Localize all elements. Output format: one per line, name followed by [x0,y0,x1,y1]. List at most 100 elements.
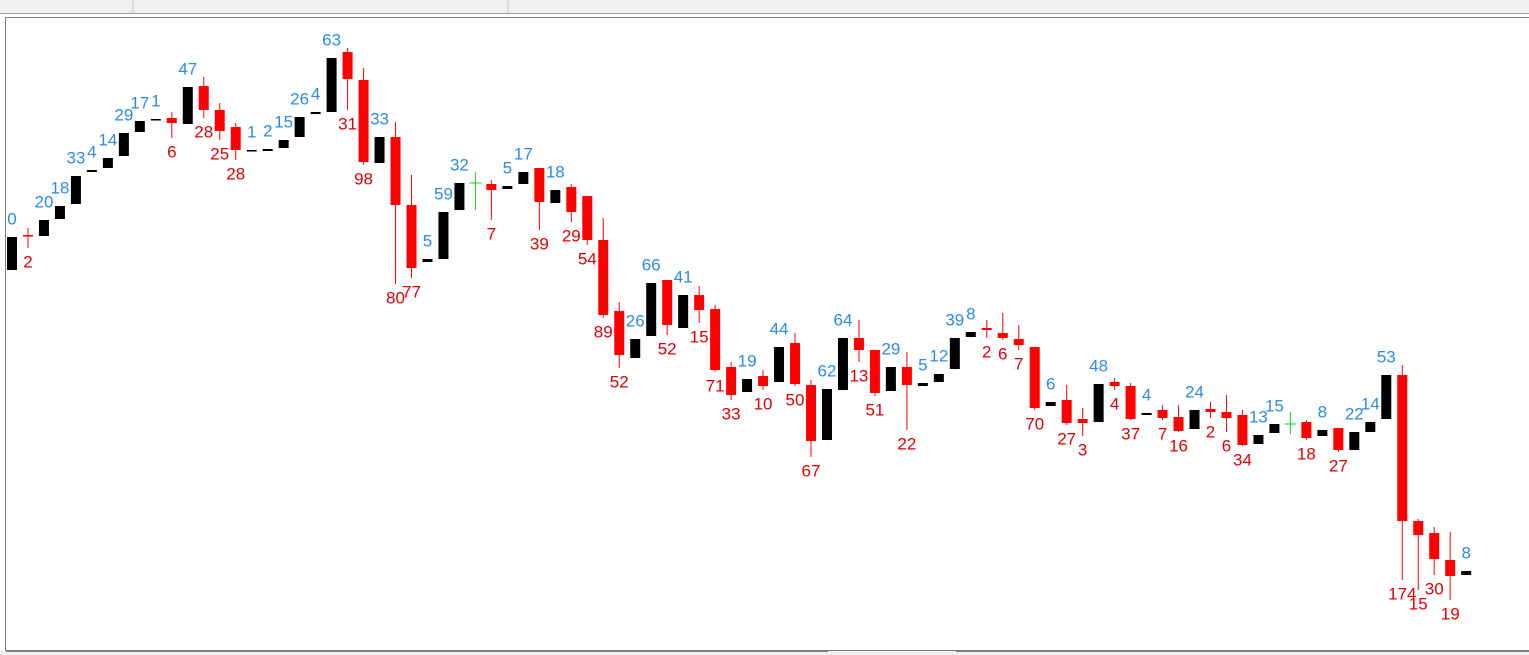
candle-label: 18 [50,178,69,197]
candle-label: 4 [1142,385,1151,404]
candle-label: 51 [865,400,884,419]
candle-label: 18 [1297,444,1316,463]
candle-body [454,183,465,210]
candle-label: 15 [690,327,709,346]
candle-body [294,117,305,137]
candle-label: 0 [7,209,16,228]
candle-body [1413,521,1424,535]
candle-label: 52 [610,372,629,391]
candle-body [246,150,257,152]
candle-body [598,240,609,315]
candle-body [502,186,513,189]
candle-label: 59 [434,184,453,203]
candle-body [758,376,769,386]
candle-label: 8 [966,304,975,323]
candle-label: 4 [1110,394,1119,413]
candle-body [949,338,960,369]
candle-body [1381,375,1392,419]
toolbar [0,0,1529,14]
candle-body [1317,430,1328,436]
candle-body [102,158,113,168]
candle-body [646,283,657,336]
candle-label: 29 [562,226,581,245]
candle-label: 33 [722,404,741,423]
candle-label: 71 [706,376,725,395]
candle-label: 1 [151,91,160,110]
candle-body [262,149,273,151]
candle-label: 4 [311,84,320,103]
candle-body [1109,382,1120,386]
candle-label: 44 [770,319,789,338]
candle-body [1173,417,1184,431]
candle-label: 80 [386,288,405,307]
candle-body [550,190,561,203]
candle-label: 64 [833,310,852,329]
candle-label: 32 [450,155,469,174]
candle-body [885,367,896,391]
candle-label: 13 [849,366,868,385]
candle-body [278,140,289,148]
candle-body [7,237,17,270]
candle-body [86,170,97,172]
candle-label: 22 [897,434,916,453]
candle-label: 2 [23,252,32,271]
candle-label: 37 [1121,424,1140,443]
candle-label: 39 [945,310,964,329]
candle-label: 30 [1425,579,1444,598]
candle-body [406,205,417,268]
candle-body [198,86,209,110]
candle-body [790,343,801,384]
candle-label: 15 [274,112,293,131]
plot-frame [5,17,1529,651]
candle-label: 22 [1345,404,1364,423]
candle-label: 10 [754,394,773,413]
candle-body [1269,424,1280,433]
candle-label: 54 [578,249,597,268]
candle-body [933,374,944,382]
candle-label: 62 [818,361,837,380]
candle-body [182,87,193,124]
candle-body [518,172,529,184]
candle-label: 48 [1089,356,1108,375]
candle-label: 41 [674,267,693,286]
candle-label: 28 [194,122,213,141]
candle-label: 50 [786,390,805,409]
candle-body [1253,435,1264,444]
bottom-bar [0,651,1529,655]
candle-label: 47 [178,59,197,78]
candle-body [821,389,832,440]
candle-label: 26 [290,89,309,108]
candle-body [150,119,161,121]
candle-label: 6 [167,142,176,161]
candle-body [1237,415,1248,445]
candle-label: 8 [1318,402,1327,421]
candle-body [1397,375,1408,521]
candle-body [422,259,433,262]
candle-label: 5 [918,355,927,374]
candle-body [1061,400,1072,423]
candle-label: 27 [1057,429,1076,448]
candle-body [837,338,848,390]
candle-body [38,220,49,236]
candle-label: 67 [802,461,821,480]
candle-body [70,176,81,204]
candle-label: 52 [658,339,677,358]
candle-label: 24 [1185,382,1204,401]
candle-label: 89 [594,322,613,341]
candle-body [710,309,721,370]
candle-body [582,196,593,240]
candle-label: 33 [66,148,85,167]
candle-label: 12 [929,346,948,365]
candle-body [1461,571,1472,575]
candle-label: 14 [1361,394,1380,413]
candle-label: 29 [114,105,133,124]
candle-label: 7 [1158,424,1167,443]
candle-body [981,328,992,330]
candle-body [630,339,641,358]
candle-label: 26 [626,311,645,330]
candle-label: 34 [1233,450,1252,469]
candle-body [390,137,401,205]
candle-label: 39 [530,234,549,253]
candle-label: 28 [226,164,245,183]
candle-label: 70 [1025,414,1044,433]
